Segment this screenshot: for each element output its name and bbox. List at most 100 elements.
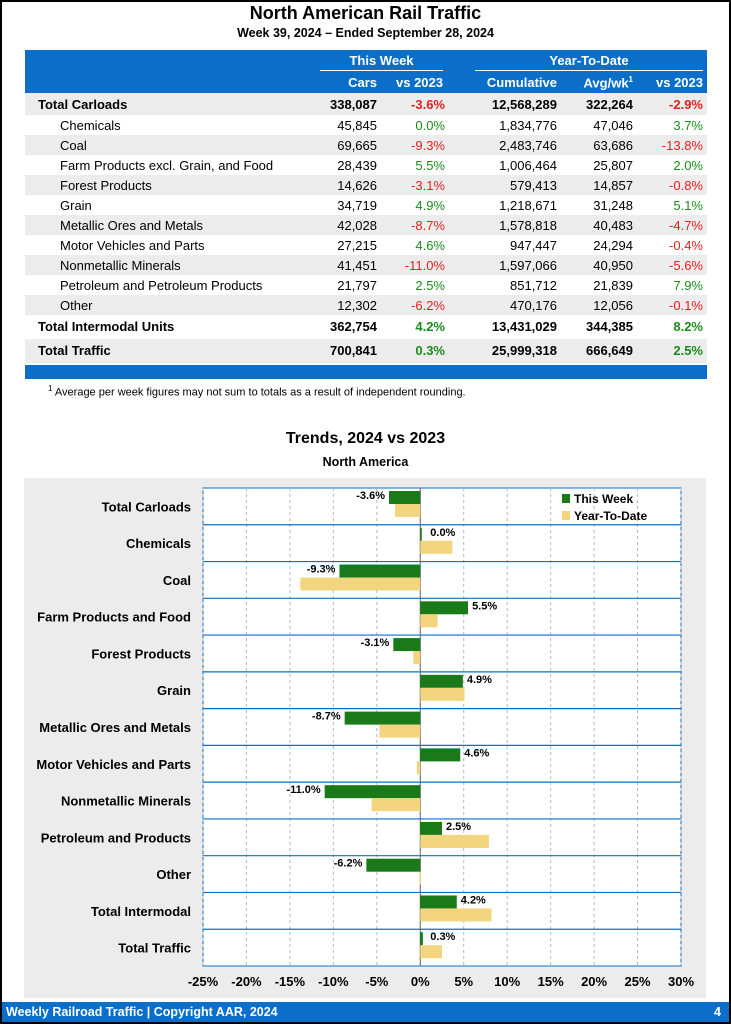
bar-this-week <box>344 711 421 725</box>
category-label: Forest Products <box>91 646 191 661</box>
row-vs2023-ytd: -0.4% <box>669 238 703 253</box>
row-cars: 69,665 <box>337 138 377 153</box>
bar-year-to-date <box>420 834 489 848</box>
category-label: Farm Products and Food <box>37 610 191 625</box>
row-avgwk: 322,264 <box>586 97 633 112</box>
row-cumulative: 12,568,289 <box>491 97 557 112</box>
row-label: Metallic Ores and Metals <box>60 218 204 233</box>
col-cumulative: Cumulative <box>486 75 557 90</box>
x-tick-label: 25% <box>625 974 651 989</box>
page-title: North American Rail Traffic <box>249 3 482 23</box>
row-avgwk: 63,686 <box>593 138 633 153</box>
x-tick-label: 5% <box>454 974 473 989</box>
row-vs2023-ytd: -13.8% <box>661 138 703 153</box>
x-tick-label: 20% <box>581 974 607 989</box>
bar-this-week <box>420 895 457 909</box>
row-label: Other <box>60 298 93 313</box>
table-body: Total Carloads 338,087 -3.6% 12,568,289 322,… <box>25 93 707 363</box>
row-avgwk: 31,248 <box>593 198 633 213</box>
bar-this-week <box>420 527 422 541</box>
x-tick-label: -10% <box>318 974 349 989</box>
row-vs2023-week: -6.2% <box>411 298 445 313</box>
col-vs2023-ytd: vs 2023 <box>656 75 703 90</box>
row-cumulative: 579,413 <box>510 178 557 193</box>
row-cars: 362,754 <box>330 319 377 334</box>
x-tick-label: 15% <box>538 974 564 989</box>
row-cars: 12,302 <box>337 298 377 313</box>
row-vs2023-ytd: -4.7% <box>669 218 703 233</box>
category-label: Grain <box>157 683 191 698</box>
category-label: Total Intermodal <box>91 904 191 919</box>
row-avgwk: 25,807 <box>593 158 633 173</box>
row-cumulative: 1,006,464 <box>499 158 557 173</box>
footnote: 1 Average per week figures may not sum t… <box>48 384 466 399</box>
table-row: Petroleum and Petroleum Products 21,797 2.… <box>25 275 707 295</box>
row-cumulative: 1,218,671 <box>499 198 557 213</box>
data-label: -3.6% <box>356 490 385 502</box>
row-label: Forest Products <box>60 178 152 193</box>
chart-subtitle: North America <box>322 455 409 469</box>
col-vs2023-week: vs 2023 <box>396 75 443 90</box>
row-avgwk: 47,046 <box>593 118 633 133</box>
row-avgwk: 21,839 <box>593 278 633 293</box>
bar-this-week <box>339 564 421 578</box>
x-tick-label: -5% <box>365 974 389 989</box>
group-ytd: Year-To-Date <box>549 53 629 68</box>
footer-text: Weekly Railroad Traffic | Copyright AAR,… <box>6 1005 278 1019</box>
table-row: Grain 34,719 4.9% 1,218,671 31,248 5.1% <box>25 195 707 215</box>
row-vs2023-week: 5.5% <box>415 158 445 173</box>
row-avgwk: 12,056 <box>593 298 633 313</box>
bar-this-week <box>420 932 423 946</box>
category-label: Nonmetallic Minerals <box>61 794 191 809</box>
row-cars: 27,215 <box>337 238 377 253</box>
category-label: Other <box>156 867 191 882</box>
row-vs2023-ytd: -2.9% <box>669 97 703 112</box>
data-label: 4.9% <box>467 674 492 686</box>
row-vs2023-week: 4.6% <box>415 238 445 253</box>
col-avgwk-label: Avg/wk <box>583 75 629 91</box>
row-vs2023-ytd: -0.8% <box>669 178 703 193</box>
row-cumulative: 947,447 <box>510 238 557 253</box>
category-label: Metallic Ores and Metals <box>39 720 191 735</box>
data-label: -6.2% <box>334 858 363 870</box>
bar-this-week <box>388 491 421 504</box>
bar-this-week <box>324 785 421 799</box>
table-bottom-bar <box>25 365 707 379</box>
row-avgwk: 666,649 <box>586 343 633 358</box>
row-cars: 700,841 <box>330 343 377 358</box>
table-row: Other 12,302 -6.2% 470,176 12,056 -0.1% <box>25 295 707 315</box>
bar-this-week <box>366 858 421 872</box>
row-label: Coal <box>60 138 87 153</box>
row-cars: 21,797 <box>337 278 377 293</box>
row-label: Chemicals <box>60 118 121 133</box>
bar-this-week <box>393 638 421 652</box>
row-vs2023-week: -3.6% <box>411 97 445 112</box>
row-vs2023-week: 4.9% <box>415 198 445 213</box>
row-vs2023-ytd: 8.2% <box>673 319 703 334</box>
data-label: -9.3% <box>307 564 336 576</box>
row-cumulative: 25,999,318 <box>491 343 557 358</box>
row-avgwk: 40,950 <box>593 258 633 273</box>
table-row: Total Traffic 700,841 0.3% 25,999,318 666,64… <box>25 339 707 363</box>
bar-year-to-date <box>395 504 421 517</box>
data-label: -8.7% <box>312 711 341 723</box>
table-row: Chemicals 45,845 0.0% 1,834,776 47,046 3.7% <box>25 115 707 135</box>
table-row: Metallic Ores and Metals 42,028 -8.7% 1,578… <box>25 215 707 235</box>
bar-year-to-date <box>413 651 421 665</box>
row-vs2023-ytd: -0.1% <box>669 298 703 313</box>
page-number: 4 <box>714 1005 721 1019</box>
legend-swatch-year-to-date <box>562 511 570 520</box>
footnote-marker: 1 <box>48 384 53 393</box>
x-tick-label: -25% <box>188 974 219 989</box>
group-this-week: This Week <box>349 53 414 68</box>
row-vs2023-week: 2.5% <box>415 278 445 293</box>
group-this-week-rule <box>320 70 443 71</box>
category-label: Coal <box>163 573 191 588</box>
row-label: Total Traffic <box>38 343 111 358</box>
data-label: 4.2% <box>461 894 486 906</box>
bar-year-to-date <box>300 577 421 591</box>
row-cars: 41,451 <box>337 258 377 273</box>
bar-this-week <box>420 748 461 762</box>
group-ytd-rule <box>475 70 703 71</box>
